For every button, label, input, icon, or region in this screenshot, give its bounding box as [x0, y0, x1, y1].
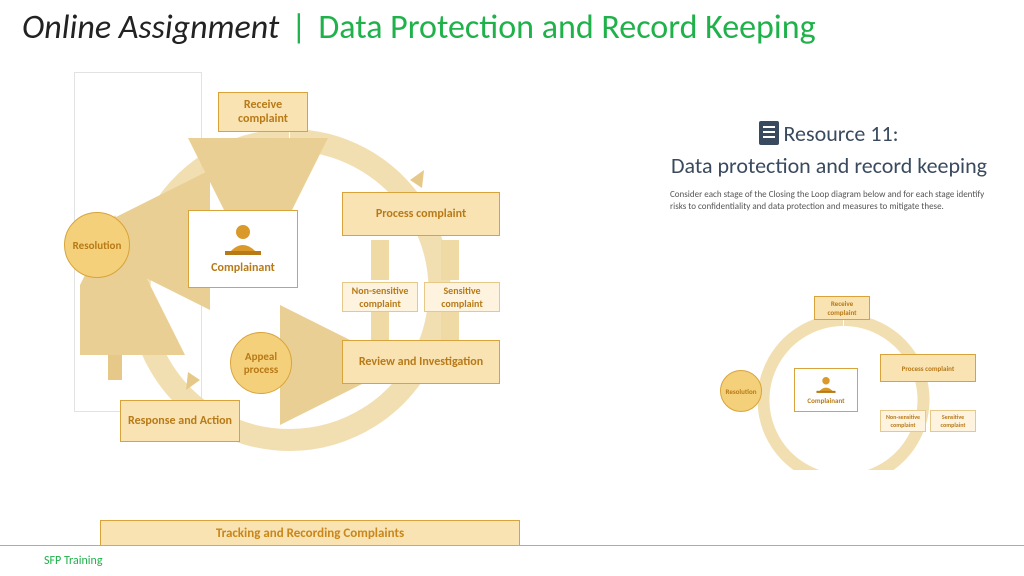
- node-label: Sensitive complaint: [931, 413, 975, 429]
- node-appeal-process: Appeal process: [230, 332, 292, 394]
- node-sensitive: Sensitive complaint: [424, 282, 500, 312]
- node-label: Resolution: [73, 239, 122, 252]
- page-title: Online Assignment | Data Protection and …: [22, 8, 1014, 47]
- title-sub: Data Protection and Record Keeping: [318, 7, 815, 48]
- node-process-complaint: Process complaint: [342, 192, 500, 236]
- mini-node-complainant: Complainant: [794, 368, 858, 412]
- node-tracking-recording: Tracking and Recording Complaints: [100, 520, 520, 546]
- node-label: Tracking and Recording Complaints: [216, 526, 404, 541]
- node-label: Non-sensitive complaint: [881, 413, 925, 429]
- mini-node-non-sensitive: Non-sensitive complaint: [880, 410, 926, 432]
- closing-loop-diagram: Receive complaint Complainant Resolution…: [80, 80, 560, 500]
- node-label: Receive complaint: [225, 98, 301, 126]
- node-resolution: Resolution: [64, 212, 130, 278]
- node-review-investigation: Review and Investigation: [342, 340, 500, 384]
- resource-title-text: Resource 11:: [783, 120, 898, 147]
- person-desk-icon: [223, 223, 263, 257]
- title-separator: |: [291, 7, 307, 48]
- node-label: Receive complaint: [818, 299, 866, 317]
- mini-node-receive: Receive complaint: [814, 296, 870, 320]
- node-complainant: Complainant: [188, 210, 298, 288]
- mini-node-resolution: Resolution: [720, 370, 762, 412]
- document-icon: [759, 121, 779, 145]
- mini-diagram: Receive complaint Complainant Resolution…: [694, 290, 994, 470]
- resource-body: Consider each stage of the Closing the L…: [664, 189, 994, 213]
- title-main: Online Assignment: [22, 7, 279, 48]
- node-label: Response and Action: [128, 414, 232, 428]
- node-label: Sensitive complaint: [429, 284, 495, 310]
- node-response-action: Response and Action: [120, 400, 240, 442]
- mini-node-sensitive: Sensitive complaint: [930, 410, 976, 432]
- person-desk-icon: [815, 376, 837, 396]
- node-label: Non-sensitive complaint: [347, 284, 413, 310]
- mini-node-process: Process complaint: [880, 354, 976, 382]
- node-label: Resolution: [725, 387, 756, 396]
- node-label: Process complaint: [376, 207, 466, 221]
- resource-panel: Resource 11: Data protection and record …: [664, 120, 994, 213]
- node-label: Complainant: [211, 261, 275, 275]
- node-non-sensitive: Non-sensitive complaint: [342, 282, 418, 312]
- node-label: Appeal process: [231, 350, 291, 376]
- node-label: Process complaint: [902, 364, 955, 373]
- node-label: Review and Investigation: [359, 355, 483, 369]
- footer-divider: [0, 545, 1024, 546]
- resource-title-line1: Resource 11:: [664, 120, 994, 148]
- resource-title-line2: Data protection and record keeping: [664, 152, 994, 180]
- node-receive-complaint: Receive complaint: [218, 92, 308, 132]
- node-label: Complainant: [807, 396, 844, 405]
- footer-label: SFP Training: [44, 554, 103, 568]
